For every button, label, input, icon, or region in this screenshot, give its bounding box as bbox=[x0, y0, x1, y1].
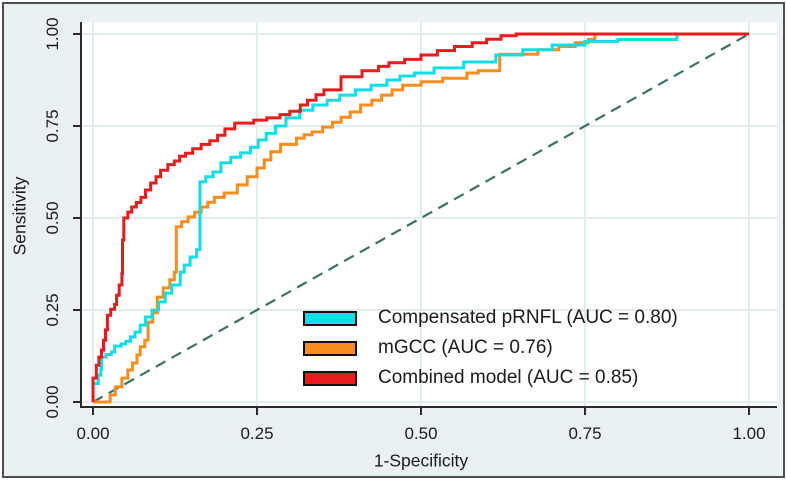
roc-curve-mgcc bbox=[93, 32, 749, 404]
y-tick-mark bbox=[73, 309, 80, 311]
y-axis-title: Sensitivity bbox=[9, 176, 30, 256]
x-tick-label: 0.75 bbox=[568, 424, 602, 443]
legend-label: Compensated pRNFL (AUC = 0.80) bbox=[378, 307, 678, 328]
y-tick-mark bbox=[73, 125, 80, 127]
x-axis-title: 1-Specificity bbox=[373, 450, 469, 471]
legend: Compensated pRNFL (AUC = 0.80) mGCC (AUC… bbox=[303, 303, 678, 393]
legend-label: Combined model (AUC = 0.85) bbox=[378, 367, 639, 388]
legend-swatch-red bbox=[303, 370, 357, 386]
y-tick-mark bbox=[73, 401, 80, 403]
legend-swatch-orange bbox=[303, 340, 357, 356]
x-tick-mark bbox=[584, 408, 586, 415]
roc-curve-combined-model bbox=[91, 32, 749, 402]
y-tick-mark bbox=[73, 33, 80, 35]
x-tick-label: 1.00 bbox=[732, 424, 766, 443]
y-tick-label: 0.25 bbox=[43, 293, 62, 327]
x-tick-label: 0.00 bbox=[76, 424, 110, 443]
roc-chart-svg bbox=[80, 22, 777, 408]
y-tick-label: 0.50 bbox=[43, 201, 62, 235]
y-tick-label: 0.00 bbox=[43, 385, 62, 419]
x-tick-mark bbox=[748, 408, 750, 415]
x-tick-mark bbox=[256, 408, 258, 415]
legend-item-combined-model: Combined model (AUC = 0.85) bbox=[303, 363, 678, 393]
x-tick-label: 0.50 bbox=[404, 424, 438, 443]
y-tick-mark bbox=[73, 217, 80, 219]
x-tick-mark bbox=[92, 408, 94, 415]
roc-curve-compensated-prnfl bbox=[91, 32, 749, 402]
legend-swatch-cyan bbox=[303, 310, 357, 326]
y-tick-label: 0.75 bbox=[43, 109, 62, 143]
y-tick-label: 1.00 bbox=[43, 17, 62, 51]
x-tick-mark bbox=[420, 408, 422, 415]
legend-item-mgcc: mGCC (AUC = 0.76) bbox=[303, 333, 678, 363]
plot-area bbox=[80, 22, 777, 408]
legend-label: mGCC (AUC = 0.76) bbox=[378, 337, 553, 358]
x-tick-label: 0.25 bbox=[240, 424, 274, 443]
legend-item-compensated-prnfl: Compensated pRNFL (AUC = 0.80) bbox=[303, 303, 678, 333]
